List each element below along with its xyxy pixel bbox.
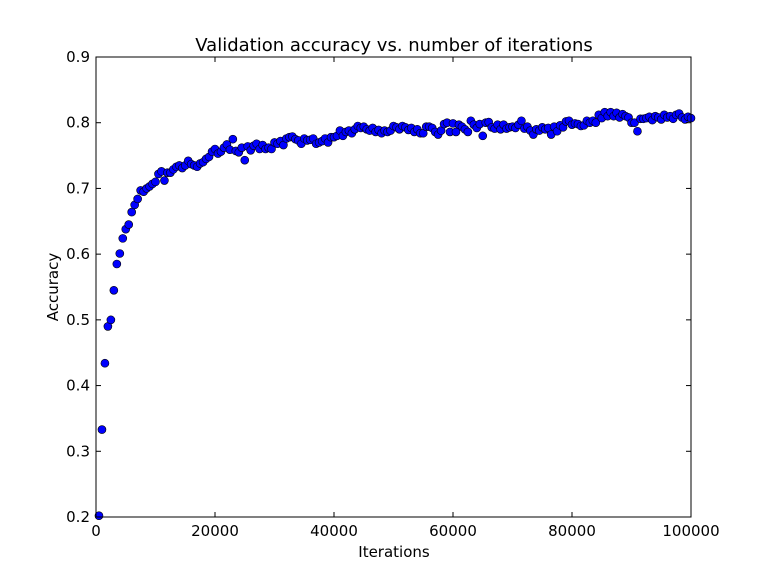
x-tick-label-1: 20000	[191, 522, 239, 540]
data-point-0	[94, 511, 104, 520]
data-point-120	[451, 127, 461, 137]
data-point-7	[115, 249, 125, 258]
y-tick-label-4: 0.6	[66, 245, 90, 263]
data-point-180	[630, 118, 639, 128]
y-axis-label: Accuracy	[44, 253, 62, 322]
y-tick-label-6: 0.8	[66, 114, 90, 132]
axis-tick-labels: 0 20000 40000 60000 80000 100000 0.2 0.3 0.4 0.5 0…	[66, 48, 719, 540]
data-point-124	[463, 127, 473, 137]
x-axis-label: Iterations	[358, 543, 430, 561]
data-point-13	[133, 194, 142, 204]
x-tick-label-5: 100000	[662, 522, 719, 540]
y-tick-label-5: 0.7	[66, 179, 90, 197]
data-point-19	[151, 177, 160, 187]
axis-ticks	[95, 56, 692, 518]
data-point-8	[118, 234, 128, 243]
data-point-2	[100, 358, 110, 368]
y-tick-label-7: 0.9	[66, 48, 90, 66]
data-point-181	[633, 126, 642, 136]
data-point-49	[240, 155, 250, 165]
chart-title: Validation accuracy vs. number of iterat…	[195, 35, 592, 56]
x-tick-label-0: 0	[91, 522, 101, 540]
y-tick-label-2: 0.4	[66, 377, 90, 395]
data-point-4	[106, 315, 116, 325]
data-points	[94, 107, 696, 520]
data-point-6	[112, 259, 122, 269]
plot-frame	[95, 56, 692, 518]
y-tick-label-1: 0.3	[66, 442, 90, 460]
x-tick-label-3: 60000	[429, 522, 477, 540]
data-point-11	[127, 207, 136, 217]
data-point-1	[97, 425, 107, 434]
data-point-45	[228, 134, 238, 144]
data-point-5	[109, 285, 119, 295]
y-tick-label-3: 0.5	[66, 311, 90, 329]
y-tick-label-0: 0.2	[66, 508, 90, 526]
x-tick-label-2: 40000	[310, 522, 358, 540]
x-tick-label-4: 80000	[548, 522, 596, 540]
data-point-129	[478, 131, 488, 141]
data-point-22	[160, 176, 169, 185]
data-point-10	[124, 220, 134, 229]
data-point-167	[591, 118, 601, 128]
data-point-142	[517, 116, 526, 126]
